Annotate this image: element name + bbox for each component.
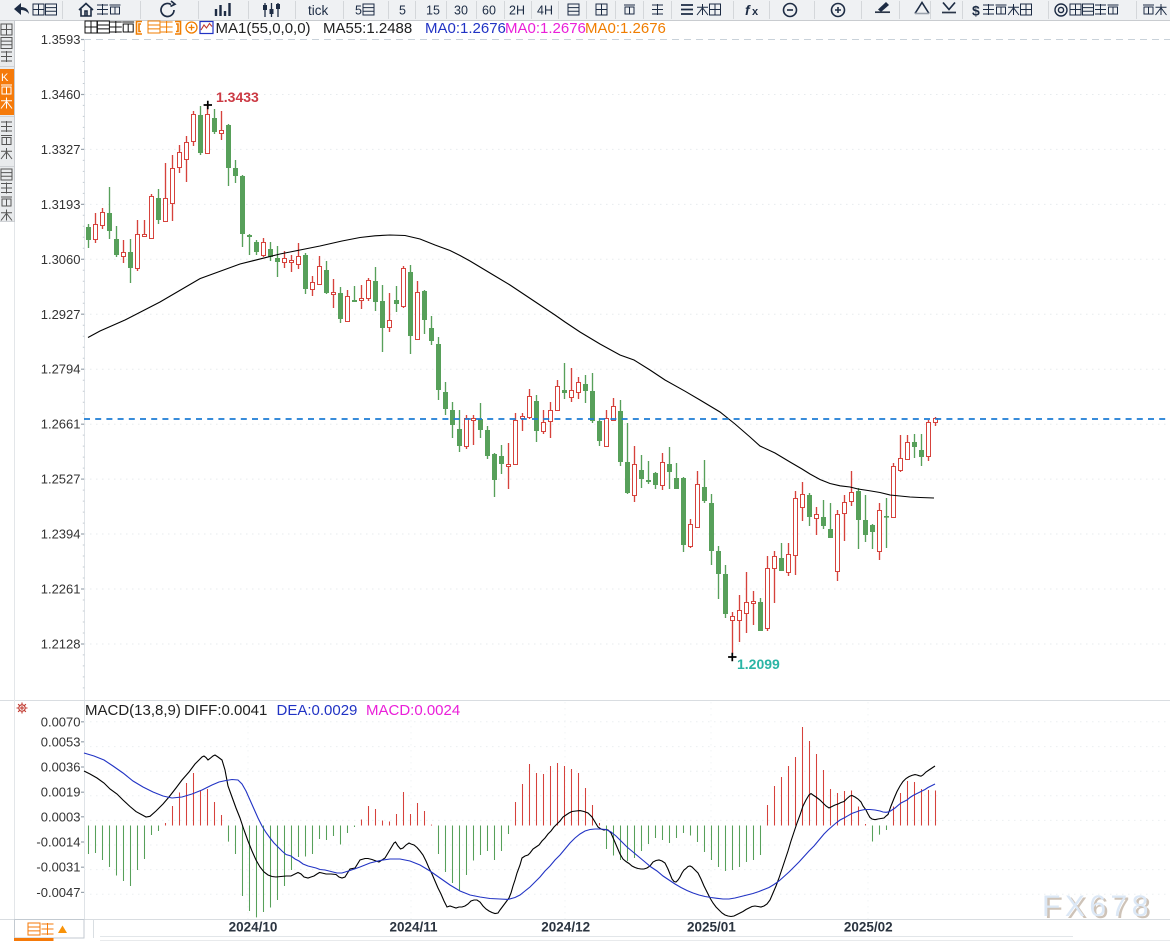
svg-text:1.3433: 1.3433 (216, 89, 259, 105)
svg-text:1.3193: 1.3193 (41, 197, 81, 212)
svg-text:-0.0031: -0.0031 (36, 860, 80, 875)
svg-text:15: 15 (426, 4, 440, 18)
svg-text:1.2527: 1.2527 (41, 472, 81, 487)
svg-text:1.3060: 1.3060 (41, 252, 81, 267)
svg-text:MA1(55,0,0,0): MA1(55,0,0,0) (216, 20, 311, 37)
svg-text:x: x (752, 6, 759, 18)
svg-text:DIFF:0.0041: DIFF:0.0041 (184, 702, 267, 719)
svg-text:K: K (1, 72, 9, 84)
svg-text:1.3460: 1.3460 (41, 87, 81, 102)
svg-text:f: f (745, 2, 751, 18)
svg-text:5: 5 (355, 4, 362, 18)
svg-text:2024/11: 2024/11 (389, 920, 438, 935)
svg-text:2024/12: 2024/12 (541, 920, 590, 935)
svg-text:0.0003: 0.0003 (41, 809, 81, 824)
svg-text:0.0070: 0.0070 (41, 714, 81, 729)
svg-text:0.0036: 0.0036 (41, 760, 81, 775)
svg-text:5: 5 (399, 4, 406, 18)
svg-text:60: 60 (482, 4, 496, 18)
svg-text:$: $ (972, 3, 980, 19)
svg-text:2024/10: 2024/10 (229, 920, 278, 935)
svg-text:1.2794: 1.2794 (41, 362, 81, 377)
svg-text:MACD:0.0024: MACD:0.0024 (366, 702, 460, 719)
svg-text:4H: 4H (537, 4, 553, 18)
svg-text:-0.0014: -0.0014 (36, 835, 80, 850)
svg-text:FX678: FX678 (1042, 890, 1153, 923)
svg-text:FX678: FX678 (1045, 892, 1156, 925)
svg-text:0.0019: 0.0019 (41, 785, 81, 800)
svg-text:30: 30 (454, 4, 468, 18)
svg-text:1.3327: 1.3327 (41, 142, 81, 157)
svg-text:1.2261: 1.2261 (41, 582, 81, 597)
svg-text:1.2661: 1.2661 (41, 417, 81, 432)
svg-text:2025/01: 2025/01 (687, 920, 736, 935)
svg-text:1.2394: 1.2394 (41, 527, 81, 542)
svg-text:MA55:1.2488: MA55:1.2488 (323, 20, 412, 37)
svg-text:-0.0047: -0.0047 (36, 885, 80, 900)
svg-text:1.3593: 1.3593 (41, 32, 81, 47)
svg-text:MA0:1.2676: MA0:1.2676 (505, 20, 586, 37)
svg-text:tick: tick (308, 3, 329, 18)
svg-text:MA0:1.2676: MA0:1.2676 (585, 20, 666, 37)
svg-text:0.0053: 0.0053 (41, 734, 81, 749)
svg-text:1.2128: 1.2128 (41, 637, 81, 652)
svg-text:DEA:0.0029: DEA:0.0029 (277, 702, 358, 719)
svg-text:2H: 2H (509, 4, 525, 18)
svg-text:MA0:1.2676: MA0:1.2676 (425, 20, 506, 37)
svg-text:1.2099: 1.2099 (737, 656, 780, 672)
svg-text:1.2927: 1.2927 (41, 307, 81, 322)
svg-text:2025/02: 2025/02 (844, 920, 893, 935)
svg-text:MACD(13,8,9): MACD(13,8,9) (85, 702, 181, 719)
